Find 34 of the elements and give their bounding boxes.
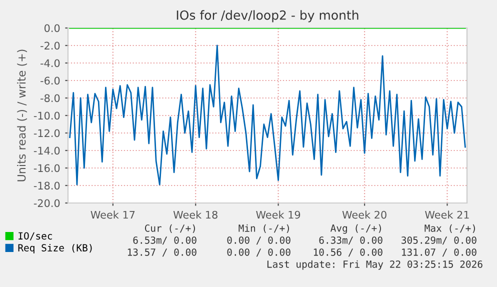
text: Min (-/+) [238, 224, 289, 233]
chart-title: IOs for /dev/loop2 - by month [176, 10, 358, 22]
text: 13.57 / 0.00 [128, 248, 196, 257]
text: 0.00 / 0.00 [227, 248, 290, 257]
x-tick-label: Week 19 [256, 210, 300, 219]
y-tick-label: -10.0 [34, 112, 60, 120]
y-tick-label: -4.0 [40, 59, 60, 68]
y-tick-label: -14.0 [34, 146, 60, 155]
text: 10.56 / 0.00 [314, 248, 382, 257]
text: 131.07 / 0.00 [402, 248, 476, 257]
text: 6.33m/ 0.00 [319, 236, 382, 245]
y-tick-label: 0.0 [44, 24, 60, 32]
y-tick-label: -20.0 [34, 199, 60, 208]
text: Last update: Fri May 22 03:25:15 2026 [267, 260, 482, 270]
text: 6.53m/ 0.00 [133, 236, 196, 245]
line-series [69, 44, 466, 186]
text: Max (-/+) [424, 224, 475, 233]
y-axis-title: Units read (-) / write (+) [17, 50, 28, 182]
x-tick-label: Week 21 [425, 210, 469, 219]
text: Cur (-/+) [144, 224, 195, 233]
y-tick-label: -16.0 [34, 164, 60, 172]
text: Avg (-/+) [330, 224, 381, 234]
y-tick-label: -8.0 [40, 94, 60, 102]
legend-label: IO/sec [18, 232, 52, 240]
x-tick-label: Week 20 [342, 210, 386, 219]
y-tick-label: -12.0 [34, 129, 60, 138]
y-tick-label: -6.0 [40, 76, 60, 85]
legend-label: Req Size (KB) [18, 244, 92, 254]
x-tick-label: Week 17 [90, 210, 135, 219]
y-tick-label: -2.0 [40, 42, 60, 50]
text: 305.29m/ 0.00 [402, 236, 476, 245]
x-tick-label: Week 18 [173, 210, 218, 219]
y-tick-label: -18.0 [34, 182, 60, 190]
text: 0.00 / 0.00 [227, 236, 290, 245]
